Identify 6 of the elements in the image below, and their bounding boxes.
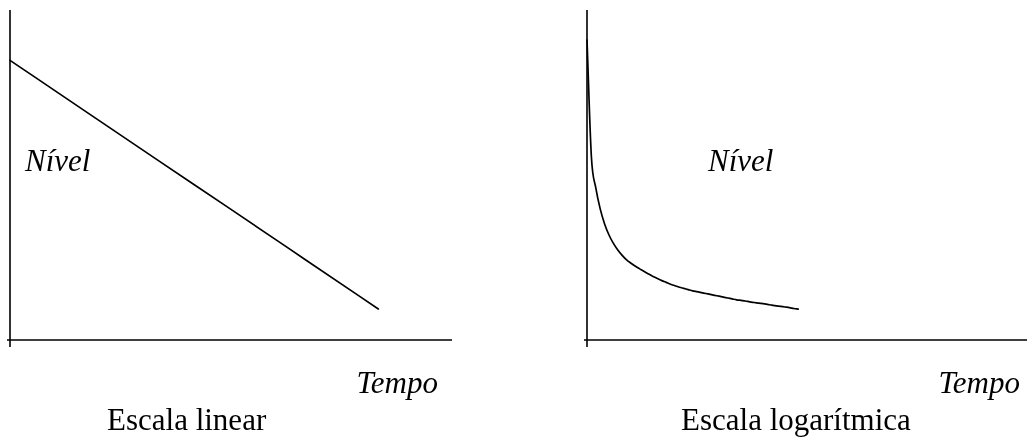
text: Escala linear xyxy=(107,402,267,437)
y-axis-title: Nível xyxy=(708,143,774,178)
x-axis-title: Tempo xyxy=(938,365,1020,400)
y-axis-title: Nível xyxy=(25,143,91,178)
x-axis-title: Tempo xyxy=(356,365,438,400)
text: Escala logarítmica xyxy=(681,402,911,437)
